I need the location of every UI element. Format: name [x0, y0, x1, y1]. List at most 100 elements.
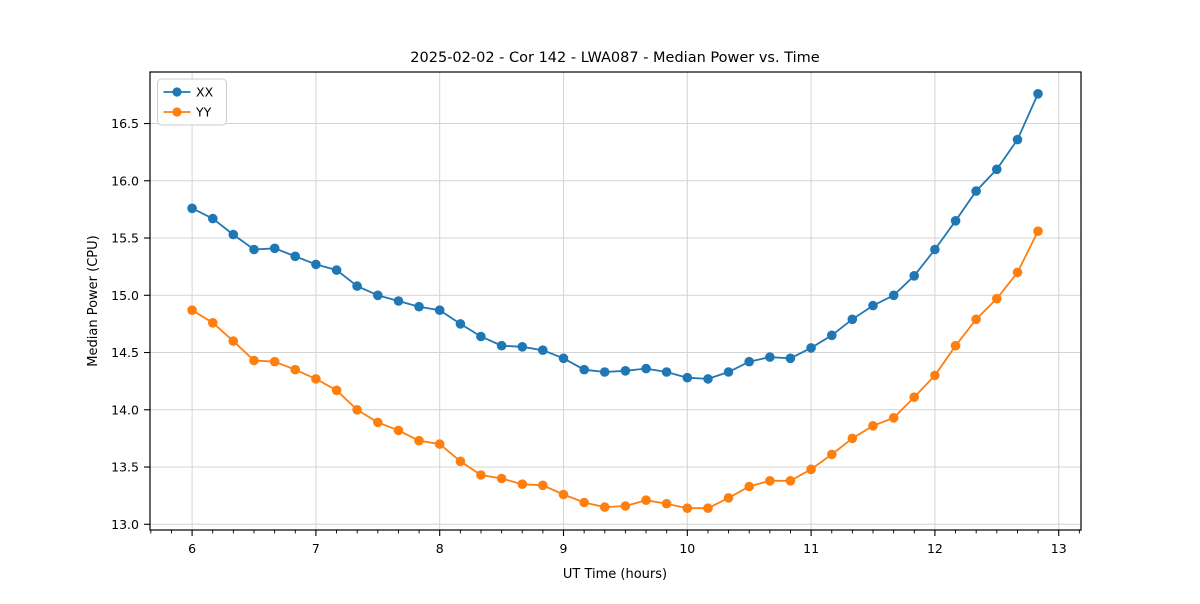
series-xx-marker: [373, 290, 383, 301]
series-yy-marker: [228, 336, 239, 346]
x-tick-label: 8: [436, 541, 444, 556]
series-xx-marker: [414, 301, 424, 312]
series-xx-marker: [930, 244, 940, 255]
series-xx-marker: [1033, 89, 1043, 99]
series-yy-marker: [888, 413, 899, 423]
x-tick-label: 10: [679, 541, 695, 556]
y-tick-label: 13.0: [111, 517, 139, 532]
series-yy-marker: [249, 355, 259, 366]
series-xx-marker: [476, 331, 486, 342]
y-tick-label: 13.5: [111, 460, 139, 475]
series-xx-marker: [393, 296, 404, 306]
series-yy-marker: [538, 480, 548, 491]
legend-marker-xx: [172, 87, 182, 97]
series-xx-marker: [703, 374, 713, 384]
series-yy-marker: [558, 489, 569, 500]
series-yy-marker: [269, 356, 280, 367]
x-axis-label: UT Time (hours): [563, 567, 667, 582]
series-yy-marker: [1012, 267, 1023, 278]
x-tick-label: 12: [927, 541, 943, 556]
series-xx-line: [191, 93, 1039, 380]
series-xx-marker: [641, 363, 651, 374]
series-yy-marker: [434, 439, 445, 449]
series-xx-marker: [950, 216, 961, 226]
legend-box: [157, 78, 227, 126]
legend-label-yy: YY: [195, 105, 212, 120]
y-tick-label: 14.0: [111, 402, 139, 417]
series-yy-marker: [703, 503, 713, 513]
x-tick-label: 9: [560, 541, 568, 556]
series-yy-marker: [682, 503, 693, 513]
x-tick-label: 7: [312, 541, 320, 556]
series-xx-marker: [992, 164, 1002, 175]
grid-layer: [150, 72, 1081, 530]
series-xx-marker: [888, 290, 899, 301]
series-yy-marker: [950, 340, 961, 351]
series-yy-marker: [496, 473, 507, 484]
series-xx-marker: [682, 372, 693, 383]
series-xx-marker: [909, 271, 919, 281]
series-yy-marker: [723, 493, 734, 503]
series-xx-marker: [661, 367, 672, 377]
series-yy-marker: [311, 374, 321, 384]
series-xx-marker: [331, 265, 342, 275]
series-yy-marker: [455, 456, 466, 467]
series-yy-marker: [414, 435, 424, 446]
x-tick-label: 11: [803, 541, 819, 556]
series-yy-marker: [930, 370, 940, 381]
y-tick-label: 16.0: [111, 173, 139, 188]
series-yy-marker: [208, 318, 218, 328]
legend-label-xx: XX: [196, 85, 214, 100]
series-xx-marker: [971, 186, 981, 196]
series-xx-marker: [455, 319, 466, 329]
series-yy-marker: [909, 392, 919, 403]
series-xx-marker: [228, 229, 239, 240]
series-xx-marker: [434, 305, 445, 316]
y-tick-label: 15.0: [111, 288, 139, 303]
y-tick-label: 14.5: [111, 345, 139, 360]
legend-marker-yy: [172, 107, 182, 117]
series-yy-marker: [373, 417, 383, 428]
series-yy-marker: [785, 476, 796, 486]
series-xx-marker: [785, 353, 796, 364]
series-yy-marker: [187, 305, 197, 316]
series-yy-marker: [806, 464, 816, 475]
series-xx-marker: [1012, 134, 1023, 145]
series-xx-marker: [538, 345, 548, 356]
y-axis-label: Median Power (CPU): [86, 235, 101, 366]
series-yy-marker: [599, 502, 610, 512]
plot-border: [149, 71, 1082, 531]
series-xx-marker: [290, 251, 301, 262]
series-layer: [187, 89, 1043, 513]
series-xx-marker: [269, 243, 280, 254]
series-yy-marker: [868, 421, 878, 431]
series-yy-marker: [971, 314, 981, 325]
series-xx-marker: [517, 342, 528, 352]
chart-title: 2025-02-02 - Cor 142 - LWA087 - Median P…: [410, 50, 819, 66]
series-xx-marker: [352, 281, 362, 291]
series-xx-marker: [579, 364, 589, 375]
series-xx-marker: [806, 343, 816, 353]
tick-layer: 6 7 8 9 10 11 12 13 13.0 13.5 14.0 14.5 15.0 15.5 16.0…: [111, 116, 1080, 556]
series-xx-marker: [723, 367, 734, 377]
series-yy-marker: [765, 476, 775, 486]
series-xx-marker: [765, 352, 775, 362]
series-yy-marker: [744, 481, 754, 492]
x-tick-label: 6: [188, 541, 196, 556]
series-yy-marker: [517, 479, 528, 490]
series-yy-marker: [1033, 226, 1043, 236]
series-xx-marker: [827, 330, 837, 341]
series-xx-marker: [744, 356, 754, 367]
series-xx-marker: [558, 353, 569, 364]
series-xx-marker: [847, 314, 858, 325]
x-tick-label: 13: [1051, 541, 1067, 556]
y-tick-label: 15.5: [111, 231, 139, 246]
series-yy-marker: [847, 433, 858, 444]
series-yy-marker: [476, 470, 486, 480]
series-yy-marker: [579, 497, 589, 508]
series-xx-marker: [208, 213, 218, 224]
series-xx-marker: [620, 366, 631, 376]
series-yy-marker: [827, 449, 837, 460]
series-xx-marker: [868, 300, 878, 311]
